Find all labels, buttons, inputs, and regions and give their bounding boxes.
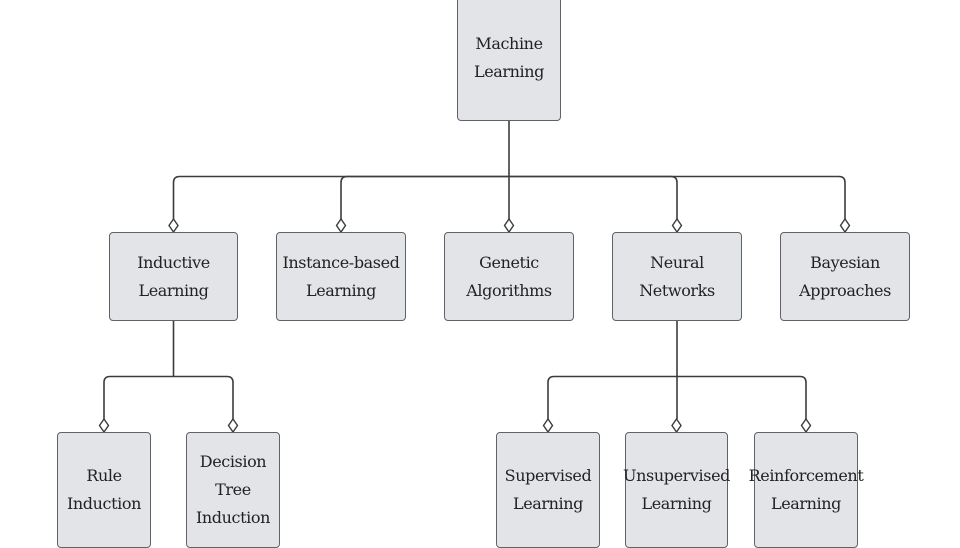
diamond-marker-supervised (542, 417, 554, 434)
diamond-marker-unsupervised (671, 417, 682, 434)
connector-root-inductive (172, 175, 509, 219)
node-genetic-algorithms: Genetic Algorithms (444, 232, 574, 321)
connector-root-instance (340, 175, 509, 219)
connector-root-bayesian (509, 175, 846, 219)
connector-root-neural (509, 175, 678, 219)
connector-inductive-rule (103, 375, 174, 419)
node-bayesian-approaches: Bayesian Approaches (780, 232, 910, 321)
node-neural-networks: Neural Networks (612, 232, 742, 321)
diamond-marker-neural (671, 217, 683, 234)
node-rule-induction: Rule Induction (57, 432, 151, 548)
connector-neural-supervised (547, 375, 677, 419)
diamond-marker-reinforcement (800, 417, 812, 434)
node-machine-learning: Machine Learning (457, 0, 561, 121)
node-supervised-learning: Supervised Learning (496, 432, 600, 548)
diamond-marker-rule (98, 417, 110, 434)
connector-neural-reinforcement (677, 375, 807, 419)
diamond-marker-decision (227, 417, 239, 434)
diamond-marker-genetic (503, 217, 515, 234)
node-instance-based-learning: Instance-based Learning (276, 232, 406, 321)
node-inductive-learning: Inductive Learning (109, 232, 238, 321)
node-unsupervised-learning: Unsupervised Learning (623, 432, 730, 548)
diamond-marker-inductive (168, 217, 179, 234)
diamond-marker-bayesian (839, 217, 851, 234)
node-decision-tree-induction: Decision Tree Induction (186, 432, 280, 548)
connector-inductive-decision (173, 375, 234, 419)
diamond-marker-instance (335, 217, 347, 234)
node-reinforcement-learning: Reinforcement Learning (749, 432, 864, 548)
